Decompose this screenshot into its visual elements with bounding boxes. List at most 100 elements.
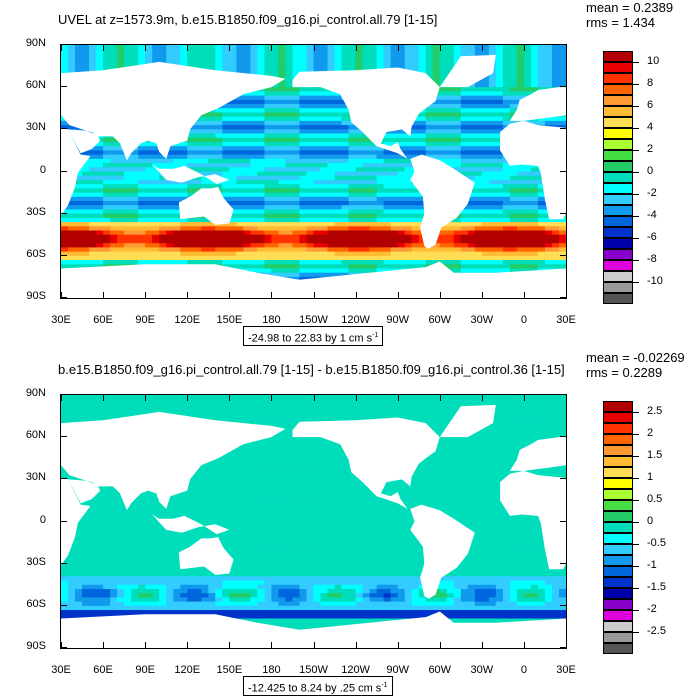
field-cell — [488, 78, 497, 84]
field-cell — [61, 407, 69, 413]
field-cell — [460, 243, 469, 248]
field-cell — [516, 247, 525, 253]
land-mask — [509, 87, 566, 121]
field-cell — [159, 175, 167, 181]
field-cell — [271, 238, 279, 244]
field-cell — [320, 205, 329, 210]
field-cell — [152, 213, 160, 219]
field-cell — [201, 403, 209, 409]
field-cell — [173, 201, 181, 206]
field-cell — [474, 49, 483, 54]
field-cell — [411, 407, 420, 413]
field-cell — [257, 268, 265, 274]
field-cell — [418, 255, 427, 261]
field-cell — [243, 192, 251, 198]
field-cell — [264, 150, 272, 156]
field-cell — [271, 120, 279, 126]
field-cell — [383, 209, 392, 215]
field-cell — [313, 268, 322, 274]
field-cell — [467, 243, 476, 248]
field-cell — [432, 137, 441, 143]
field-cell — [61, 420, 69, 426]
field-cell — [348, 141, 357, 147]
field-cell — [250, 163, 258, 168]
field-cell — [446, 403, 455, 409]
field-cell — [68, 125, 76, 130]
field-cell — [439, 416, 448, 421]
field-cell — [516, 196, 525, 202]
field-cell — [376, 238, 385, 244]
field-cell — [138, 201, 146, 206]
field-cell — [61, 264, 69, 269]
field-cell — [355, 243, 364, 248]
field-cell — [68, 226, 76, 232]
field-cell — [334, 403, 343, 409]
x-tick — [271, 45, 273, 51]
field-cell — [425, 57, 434, 63]
field-cell — [397, 167, 406, 172]
field-cell — [334, 158, 343, 164]
field-cell — [432, 141, 441, 147]
field-cell — [285, 188, 293, 194]
field-cell — [138, 411, 146, 417]
field-cell — [313, 57, 322, 63]
field-cell — [306, 167, 314, 172]
field-cell — [292, 120, 300, 126]
field-cell — [229, 209, 237, 215]
field-cell — [313, 251, 322, 257]
field-cell — [278, 424, 286, 430]
field-cell — [327, 217, 336, 223]
field-cell — [355, 61, 364, 67]
field-cell — [334, 196, 343, 202]
field-cell — [537, 57, 546, 63]
field-cell — [110, 213, 118, 219]
field-cell — [334, 243, 343, 248]
field-cell — [292, 112, 300, 118]
field-cell — [530, 255, 539, 261]
field-cell — [194, 251, 202, 257]
field-cell — [257, 226, 265, 232]
field-cell — [222, 108, 230, 113]
field-cell — [159, 238, 167, 244]
field-cell — [341, 108, 350, 113]
field-cell — [271, 57, 279, 63]
field-cell — [194, 230, 202, 236]
field-cell — [166, 205, 174, 210]
field-cell — [411, 222, 420, 227]
field-cell — [131, 61, 139, 67]
field-cell — [271, 129, 279, 135]
field-cell — [124, 222, 132, 227]
field-cell — [299, 192, 307, 198]
field-cell — [96, 184, 104, 189]
field-cell — [509, 403, 518, 409]
field-cell — [166, 188, 174, 194]
field-cell — [537, 407, 546, 413]
field-cell — [250, 95, 258, 101]
field-cell — [355, 226, 364, 232]
field-cell — [474, 230, 483, 236]
field-cell — [460, 120, 469, 126]
field-cell — [82, 264, 90, 269]
field-cell — [341, 133, 350, 139]
field-cell — [215, 137, 223, 143]
field-cell — [166, 407, 174, 413]
colorbar-tick — [633, 238, 639, 239]
field-cell — [264, 403, 272, 409]
field-cell — [215, 184, 223, 189]
field-cell — [418, 201, 427, 206]
field-cell — [362, 268, 371, 274]
field-cell — [334, 57, 343, 63]
field-cell — [390, 45, 399, 50]
field-cell — [383, 133, 392, 139]
field-cell — [285, 171, 293, 177]
field-cell — [446, 112, 455, 118]
field-cell — [369, 209, 378, 215]
field-cell — [166, 49, 174, 54]
field-cell — [299, 272, 307, 278]
field-cell — [278, 255, 286, 261]
field-cell — [313, 272, 322, 278]
field-cell — [285, 272, 293, 278]
field-cell — [558, 260, 566, 265]
field-cell — [152, 230, 160, 236]
field-cell — [236, 129, 244, 135]
